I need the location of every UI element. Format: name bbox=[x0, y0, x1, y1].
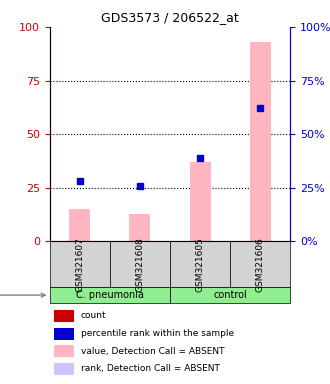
FancyBboxPatch shape bbox=[50, 288, 170, 303]
Text: GSM321608: GSM321608 bbox=[135, 237, 144, 292]
Bar bbox=[54, 328, 74, 339]
Text: value, Detection Call = ABSENT: value, Detection Call = ABSENT bbox=[81, 347, 224, 356]
Bar bbox=[54, 346, 74, 357]
FancyBboxPatch shape bbox=[170, 242, 230, 288]
FancyBboxPatch shape bbox=[110, 242, 170, 288]
Text: rank, Detection Call = ABSENT: rank, Detection Call = ABSENT bbox=[81, 364, 220, 374]
Bar bbox=[189, 162, 211, 242]
Bar bbox=[54, 310, 74, 322]
Text: GSM321607: GSM321607 bbox=[75, 237, 84, 292]
Bar bbox=[129, 214, 150, 242]
Bar bbox=[54, 363, 74, 375]
FancyBboxPatch shape bbox=[170, 288, 290, 303]
Text: GSM321605: GSM321605 bbox=[196, 237, 205, 292]
Title: GDS3573 / 206522_at: GDS3573 / 206522_at bbox=[101, 11, 239, 24]
Bar bbox=[69, 209, 90, 242]
Text: percentile rank within the sample: percentile rank within the sample bbox=[81, 329, 234, 338]
Text: infection: infection bbox=[0, 290, 45, 300]
Text: control: control bbox=[213, 290, 247, 300]
Bar bbox=[250, 42, 271, 242]
Text: count: count bbox=[81, 311, 107, 321]
FancyBboxPatch shape bbox=[230, 242, 290, 288]
FancyBboxPatch shape bbox=[50, 242, 110, 288]
Text: C. pneumonia: C. pneumonia bbox=[76, 290, 144, 300]
Text: GSM321606: GSM321606 bbox=[256, 237, 265, 292]
